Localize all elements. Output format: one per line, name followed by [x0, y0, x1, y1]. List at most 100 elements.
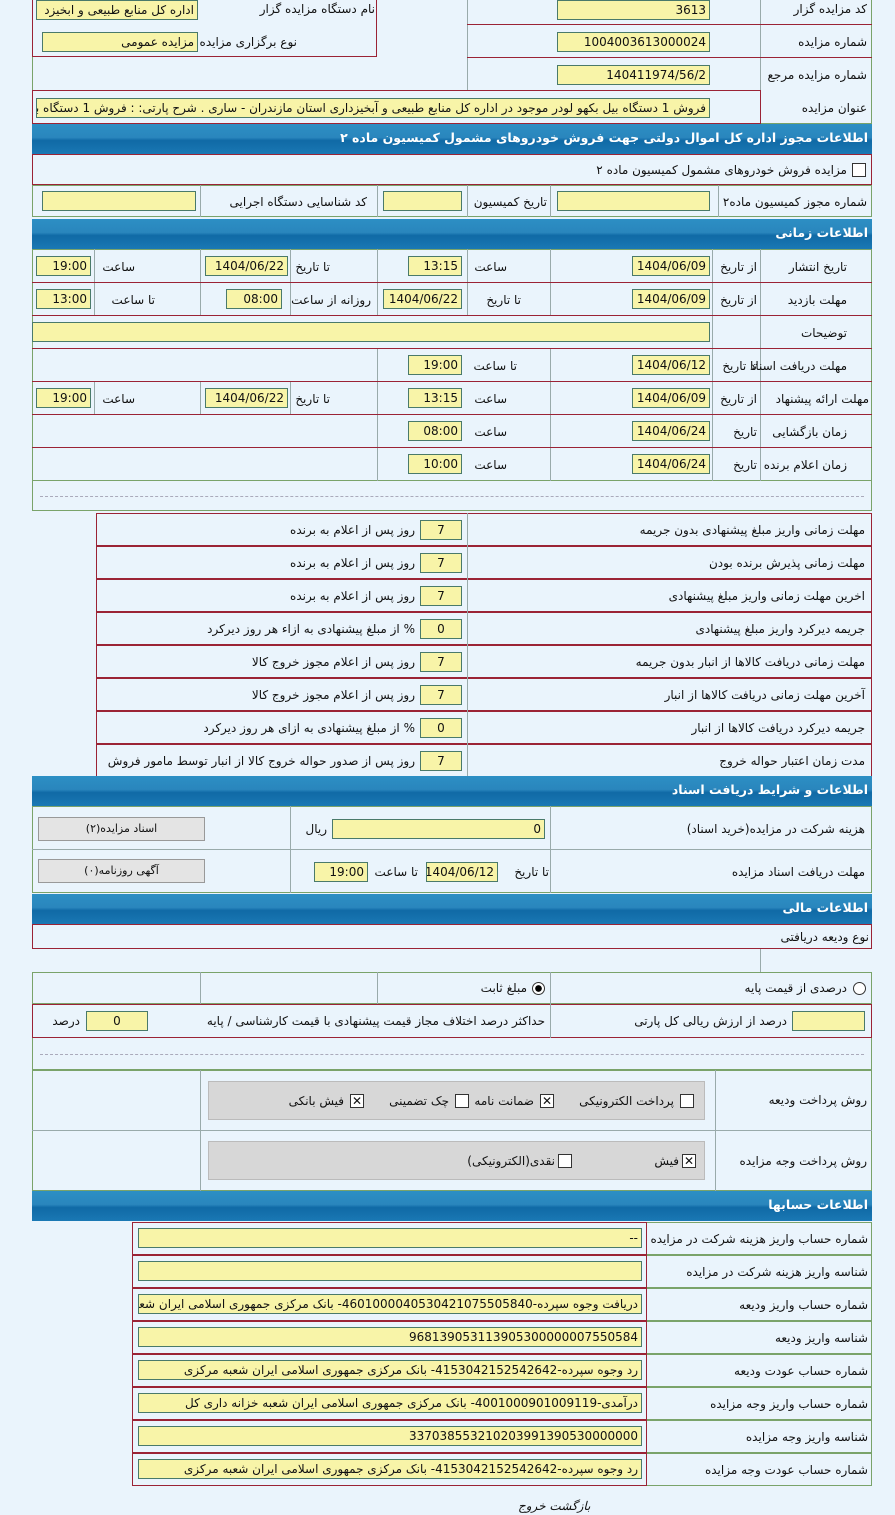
account-label: شماره حساب عودت ودیعه — [734, 1364, 868, 1378]
deposit-method-checkbox[interactable] — [455, 1094, 469, 1108]
publish-to-time-field[interactable]: 19:00 — [36, 256, 91, 276]
daily-from-label: روزانه از ساعت — [291, 293, 371, 307]
term-value-field[interactable]: 7 — [420, 520, 462, 540]
num-field[interactable]: 1004003613000024 — [557, 32, 710, 52]
exec-code-field[interactable] — [42, 191, 196, 211]
docs-deadline-label: مهلت دریافت اسناد مزایده — [731, 865, 865, 879]
term-value-field[interactable]: 0 — [420, 718, 462, 738]
commission-checkbox[interactable] — [852, 163, 866, 177]
time-label: ساعت — [474, 458, 507, 472]
checkbox-row — [32, 154, 872, 185]
visit-daily-to-field[interactable]: 13:00 — [36, 289, 91, 309]
fee-field[interactable]: 0 — [332, 819, 545, 839]
desc-field[interactable] — [32, 322, 710, 342]
visit-to-field[interactable]: 1404/06/22 — [383, 289, 462, 309]
max-diff-label: حداکثر درصد اختلاف مجاز قیمت پیشنهادی با… — [206, 1014, 545, 1028]
title-field[interactable]: فروش 1 دستگاه بیل بکهو لودر موجود در ادا… — [36, 98, 710, 118]
docs-to-field[interactable]: 1404/06/12 — [632, 355, 710, 375]
title-label: عنوان مزایده — [801, 101, 867, 115]
section-header-docs: اطلاعات و شرایط دریافت اسناد — [32, 776, 872, 806]
account-field[interactable]: رد وجوه سپرده-415304215254264‌2- بانک مر… — [138, 1360, 642, 1380]
to-time-label: تا ساعت — [111, 293, 155, 307]
docs-time-field[interactable]: 19:00 — [314, 862, 368, 882]
pay-method-checkbox[interactable] — [558, 1154, 572, 1168]
auction-docs-button[interactable]: اسناد مزایده(۲) — [38, 817, 205, 841]
visit-from-field[interactable]: 1404/06/09 — [632, 289, 710, 309]
radio-fixed-label: مبلغ ثابت — [480, 981, 527, 995]
pay-method-label: روش پرداخت وجه مزایده — [739, 1154, 867, 1168]
date-label: تاریخ — [733, 425, 757, 439]
offer-from-field[interactable]: 1404/06/09 — [632, 388, 710, 408]
publish-from-field[interactable]: 1404/06/09 — [632, 256, 710, 276]
term-value-field[interactable]: 0 — [420, 619, 462, 639]
code-label: کد مزایده گزار — [793, 2, 867, 16]
pay-methods — [208, 1141, 705, 1180]
offer-to-field[interactable]: 1404/06/22 — [205, 388, 288, 408]
to-date-label: تا تاریخ — [486, 293, 521, 307]
percent-field[interactable] — [792, 1011, 865, 1031]
commission-date-field[interactable] — [383, 191, 462, 211]
radio-fixed-selected[interactable] — [532, 982, 545, 995]
account-field[interactable]: 968139053113905300000007550584 — [138, 1327, 642, 1347]
open-date-field[interactable]: 1404/06/24 — [632, 421, 710, 441]
spacer — [32, 1038, 872, 1070]
desc-label: توضیحات — [800, 326, 847, 340]
time-label: ساعت — [102, 392, 135, 406]
term-value-field[interactable]: 7 — [420, 751, 462, 771]
from-date-label: از تاریخ — [720, 293, 757, 307]
radio-percent[interactable] — [853, 982, 866, 995]
term-value-field[interactable]: 7 — [420, 685, 462, 705]
term-value-field[interactable]: 7 — [420, 553, 462, 573]
to-time-label: تا ساعت — [473, 359, 517, 373]
publish-label: تاریخ انتشار — [788, 260, 847, 274]
type-field[interactable]: مزایده عمومی — [42, 32, 198, 52]
ref-field[interactable]: 140411974/56/2 — [557, 65, 710, 85]
offer-to-time-field[interactable]: 19:00 — [36, 388, 91, 408]
term-unit: روز پس از اعلام به برنده — [290, 523, 415, 537]
time-label: ساعت — [474, 392, 507, 406]
exit-link[interactable]: خروج — [518, 1499, 546, 1513]
max-diff-field[interactable]: 0 — [86, 1011, 148, 1031]
account-field[interactable]: دریافت وجوه سپرده-4601000040530421075505… — [138, 1294, 642, 1314]
winner-date-field[interactable]: 1404/06/24 — [632, 454, 710, 474]
from-date-label: از تاریخ — [720, 260, 757, 274]
term-unit: روز پس از اعلام مجوز خروج کالا — [251, 655, 415, 669]
offer-from-time-field[interactable]: 13:15 — [408, 388, 462, 408]
time-label: ساعت — [474, 425, 507, 439]
deposit-method-label: ضمانت نامه — [474, 1094, 534, 1108]
account-field[interactable]: -- — [138, 1228, 642, 1248]
account-field[interactable]: 337038553210203991390530000000 — [138, 1426, 642, 1446]
deposit-method-checkbox[interactable] — [680, 1094, 694, 1108]
account-field[interactable] — [138, 1261, 642, 1281]
account-label: شناسه واریز هزینه شرکت در مزایده — [686, 1265, 868, 1279]
term-row — [96, 645, 872, 678]
account-field[interactable]: درآمدی-4001000901009119- بانک مرکزی جمهو… — [138, 1393, 642, 1413]
docs-to-time-field[interactable]: 19:00 — [408, 355, 462, 375]
code-field[interactable]: 3613 — [557, 0, 710, 20]
visit-daily-from-field[interactable]: 08:00 — [226, 289, 282, 309]
time-label: ساعت — [102, 260, 135, 274]
divider — [40, 496, 864, 497]
org-field[interactable]: اداره کل منابع طبیعی و ابخیزد — [36, 0, 198, 20]
newspaper-ad-button[interactable]: آگهی روزنامه(۰) — [38, 859, 205, 883]
deposit-method-checkbox[interactable]: ✕ — [540, 1094, 554, 1108]
deposit-method-checkbox[interactable]: ✕ — [350, 1094, 364, 1108]
term-value-field[interactable]: 7 — [420, 586, 462, 606]
publish-to-field[interactable]: 1404/06/22 — [205, 256, 288, 276]
publish-from-time-field[interactable]: 13:15 — [408, 256, 462, 276]
ref-label: شماره مزایده مرجع — [767, 68, 867, 82]
open-time-field[interactable]: 08:00 — [408, 421, 462, 441]
term-label: مدت زمان اعتبار حواله خروج — [719, 754, 865, 768]
account-label: شماره حساب واریز هزینه شرکت در مزایده — [650, 1232, 868, 1246]
term-row — [96, 711, 872, 744]
term-label: مهلت زمانی پذیرش برنده بودن — [708, 556, 865, 570]
account-field[interactable]: رد وجوه سپرده-4153042152542642- بانک مرک… — [138, 1459, 642, 1479]
term-unit: % از مبلغ پیشنهادی به ازاء هر روز دیرکرد — [207, 622, 415, 636]
docs-date-field[interactable]: 1404/06/12 — [426, 862, 498, 882]
back-link[interactable]: بازگشت — [549, 1499, 591, 1513]
term-value-field[interactable]: 7 — [420, 652, 462, 672]
winner-time-field[interactable]: 10:00 — [408, 454, 462, 474]
pay-method-checkbox[interactable]: ✕ — [682, 1154, 696, 1168]
permit-field[interactable] — [557, 191, 710, 211]
account-label: شماره حساب واریز ودیعه — [739, 1298, 868, 1312]
